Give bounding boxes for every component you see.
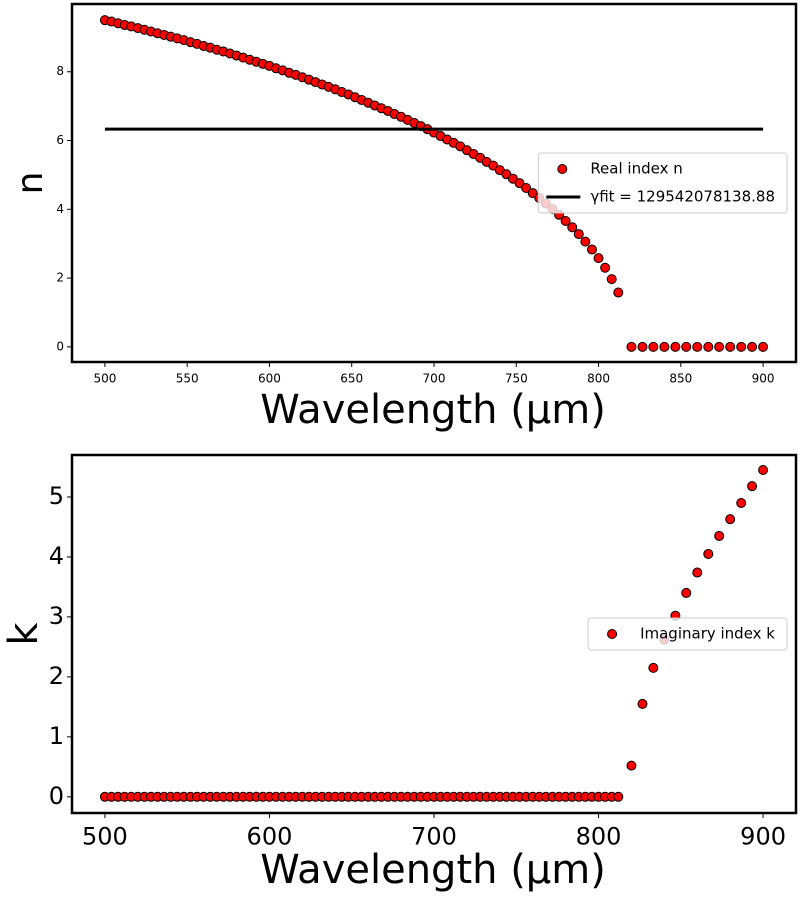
data-point	[648, 341, 659, 352]
data-point	[681, 587, 692, 598]
data-point	[747, 481, 758, 492]
x-tick-label: 750	[505, 372, 528, 386]
chart: 500 600 700 800 900 0 1 2 3 4 5 Wavelength (µm) k Ima…	[1, 453, 798, 893]
y-tick-label: 1	[49, 722, 64, 750]
data-point	[593, 253, 604, 264]
y-tick-label: 0	[49, 782, 64, 810]
x-tick-label: 500	[93, 372, 116, 386]
data-point	[670, 341, 681, 352]
data-point	[560, 216, 571, 227]
y-tick-label: 4	[56, 202, 64, 216]
y-tick-label: 6	[56, 133, 64, 147]
data-point	[567, 222, 578, 233]
data-point	[758, 464, 769, 475]
x-tick-label: 850	[669, 372, 692, 386]
y-tick-label: 2	[49, 662, 64, 690]
data-point	[514, 178, 525, 189]
data-point	[692, 341, 703, 352]
x-tick-label: 700	[423, 372, 446, 386]
y-tick-label: 8	[56, 64, 64, 78]
x-tick-label: 900	[752, 372, 775, 386]
legend: Imaginary index k	[587, 617, 788, 651]
data-point	[626, 341, 637, 352]
data-point	[606, 274, 617, 285]
data-point	[648, 662, 659, 673]
data-point	[637, 698, 648, 709]
x-tick-label: 600	[258, 372, 281, 386]
legend-swatch	[557, 164, 568, 174]
legend-label: Real index n	[590, 160, 682, 178]
data-point	[613, 791, 624, 802]
data-point	[659, 341, 670, 352]
data-point	[600, 262, 611, 273]
data-point	[521, 182, 532, 193]
legend: Real index n γfit = 129542078138.88	[537, 152, 788, 214]
data-point	[725, 514, 736, 525]
x-tick-label: 800	[576, 822, 622, 850]
plot-frame	[70, 453, 798, 815]
y-tick-label: 2	[56, 271, 64, 285]
data-point	[626, 760, 637, 771]
data-point	[637, 341, 648, 352]
legend-label: γfit = 129542078138.88	[590, 188, 775, 206]
data-point	[573, 229, 584, 240]
data-point	[725, 341, 736, 352]
data-point	[736, 341, 747, 352]
data-point	[703, 341, 714, 352]
data-point	[714, 530, 725, 541]
x-tick-label: 900	[740, 822, 786, 850]
data-point	[681, 341, 692, 352]
y-axis-label: n	[10, 172, 51, 195]
y-tick-label: 0	[56, 339, 64, 353]
x-tick-label: 550	[176, 372, 199, 386]
data-point	[586, 244, 597, 255]
x-tick-label: 800	[587, 372, 610, 386]
x-tick-label: 700	[411, 822, 457, 850]
data-point	[714, 341, 725, 352]
data-point	[747, 341, 758, 352]
x-axis-label: Wavelength (µm)	[260, 847, 606, 893]
data-point	[692, 567, 703, 578]
y-tick-label: 4	[49, 542, 64, 570]
y-axis-label: k	[1, 622, 47, 646]
legend-swatch	[607, 629, 618, 639]
y-tick-label: 3	[49, 602, 64, 630]
plot-frame	[70, 2, 798, 364]
legend-label: Imaginary index k	[640, 625, 775, 643]
legend-box	[537, 152, 788, 214]
x-tick-label: 600	[247, 822, 293, 850]
chart: 500 550 600 650 700 750 800 850 900 0 2 4 6 8 Waveleng…	[10, 2, 798, 433]
data-point	[580, 236, 591, 247]
data-point	[736, 497, 747, 508]
data-point	[703, 548, 714, 559]
x-tick-label: 650	[340, 372, 363, 386]
data-point	[758, 341, 769, 352]
x-axis-label: Wavelength (µm)	[260, 387, 606, 433]
legend-box	[587, 617, 788, 651]
x-tick-label: 500	[82, 822, 128, 850]
data-point	[613, 287, 624, 298]
data-point	[527, 188, 538, 199]
y-tick-label: 5	[49, 482, 64, 510]
